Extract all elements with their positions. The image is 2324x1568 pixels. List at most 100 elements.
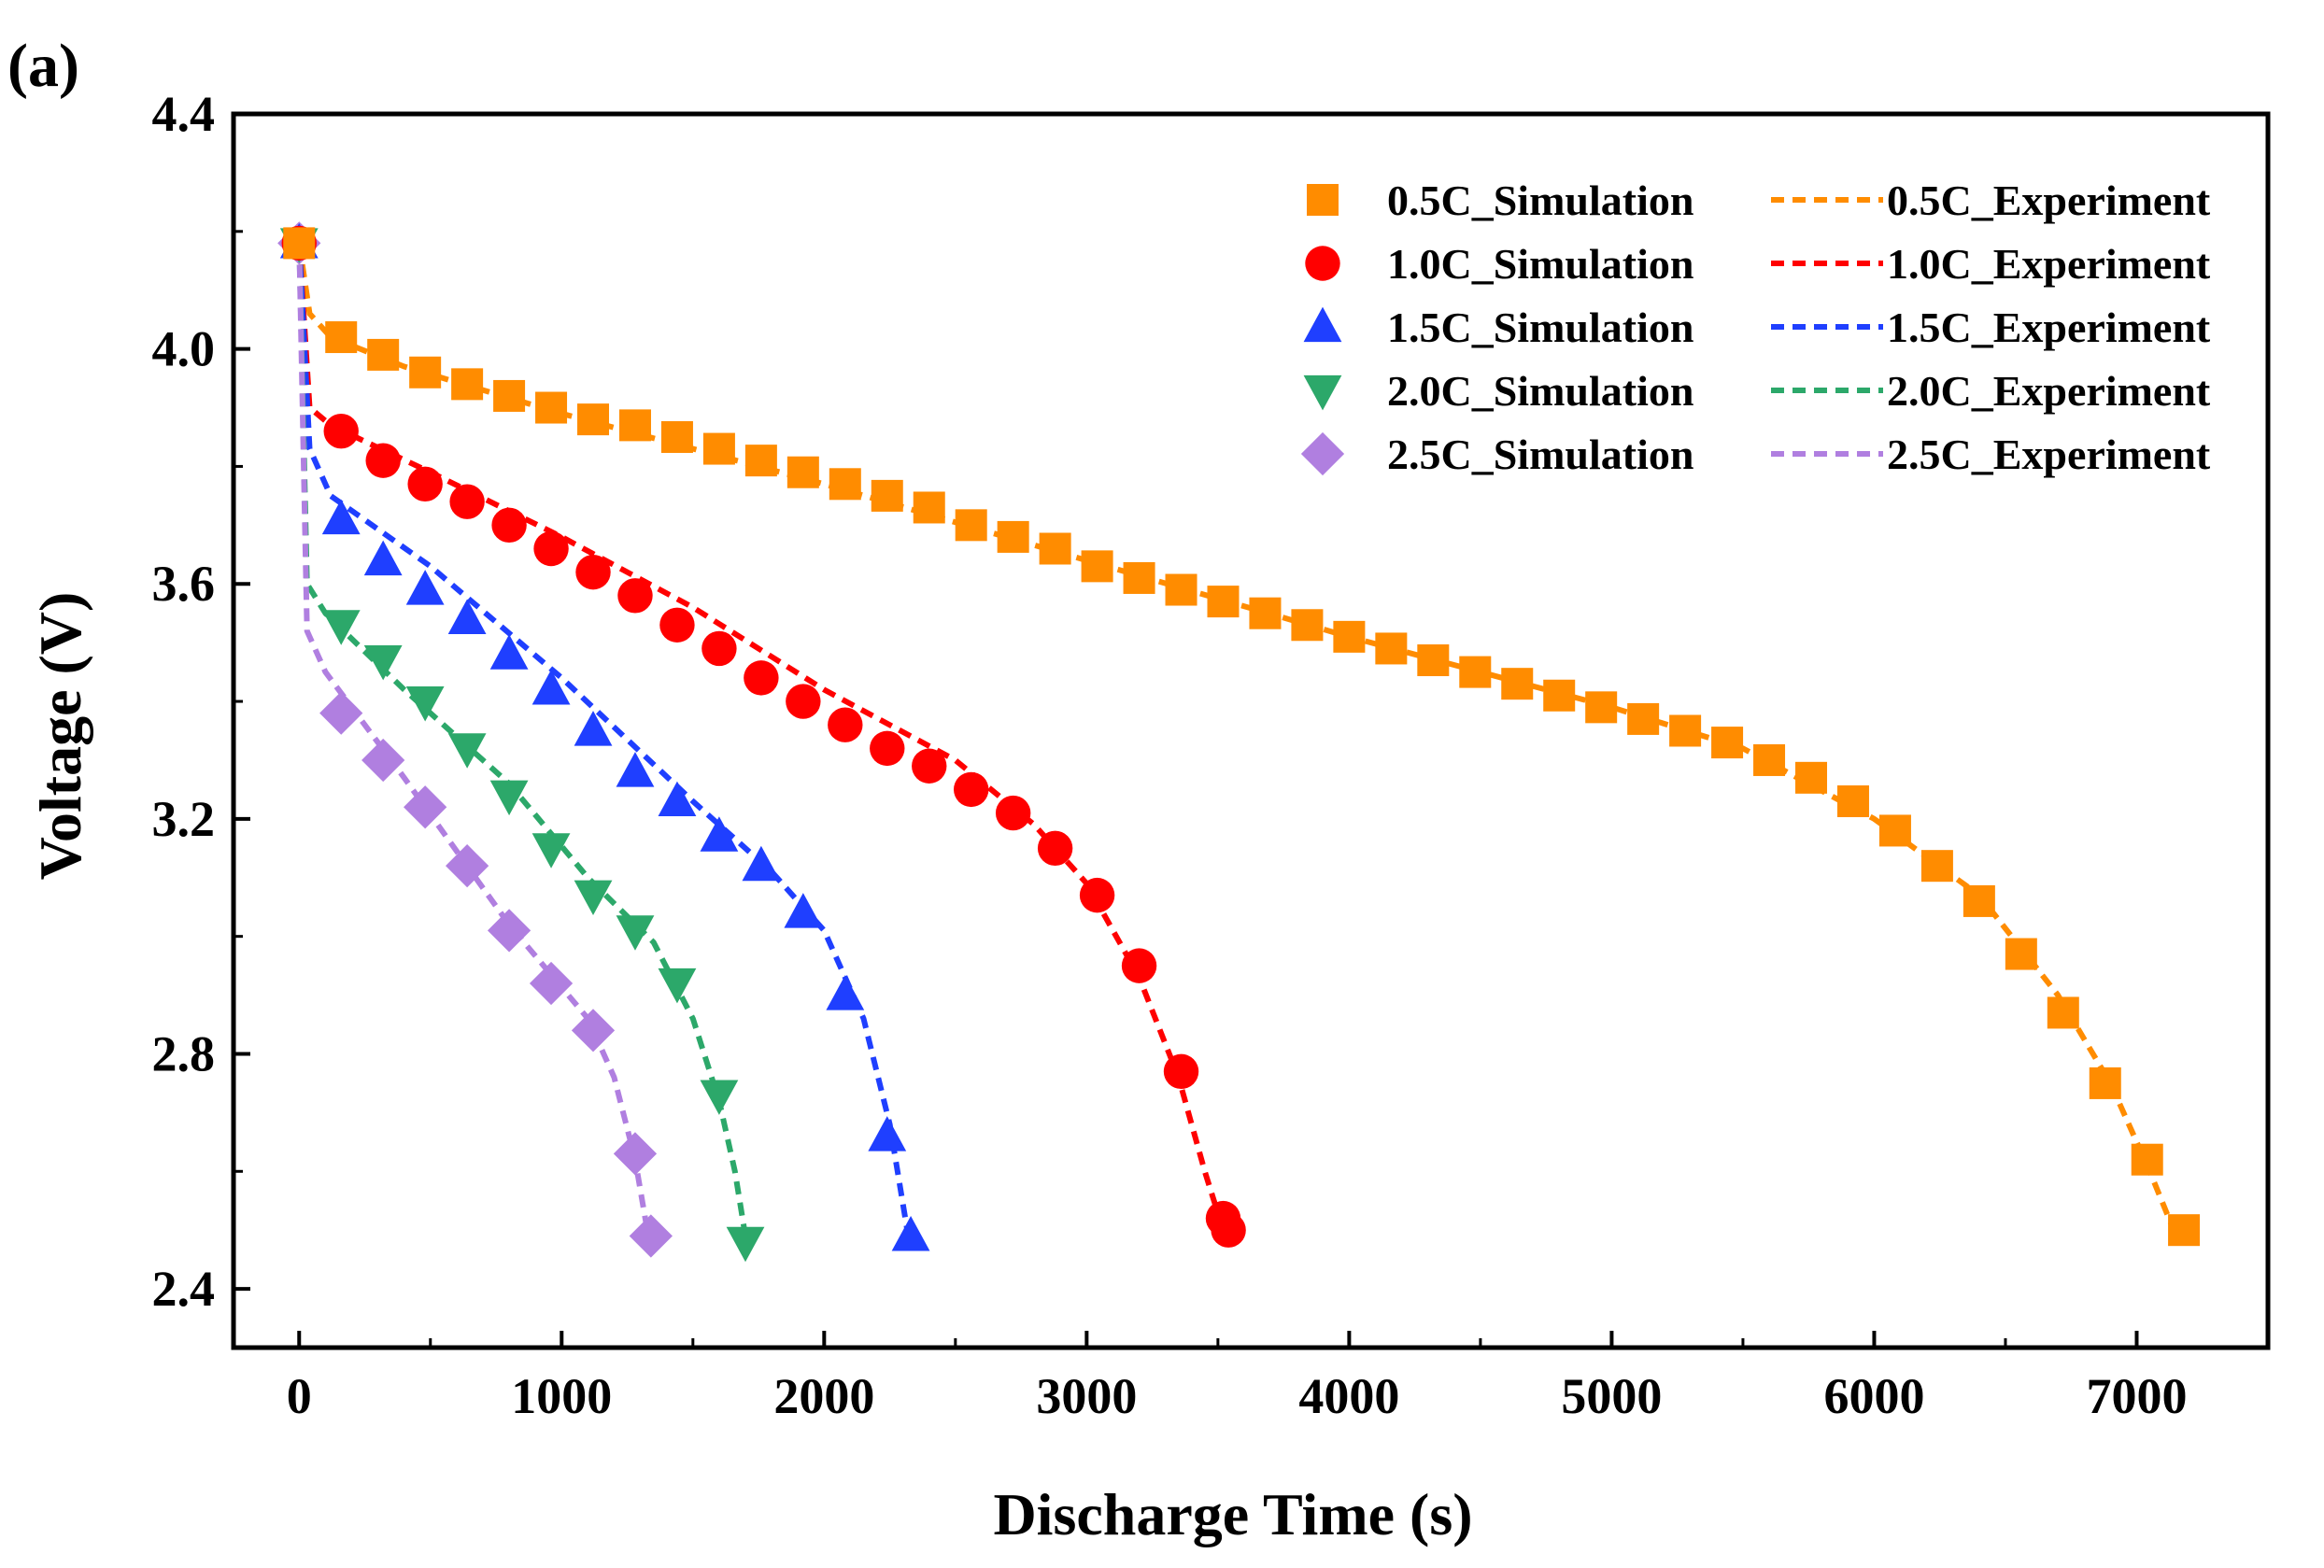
simulation-point [361,738,405,783]
simulation-point [1163,1053,1199,1090]
x-tick-label: 3000 [1036,1368,1137,1424]
simulation-point [531,670,571,705]
simulation-point [660,420,693,453]
simulation-point [1081,550,1113,583]
simulation-point [618,409,651,442]
experiment-line-1.5C [296,243,912,1236]
simulation-point [702,432,735,465]
simulation-point [571,1009,616,1052]
simulation-point [365,443,401,478]
simulation-point [487,909,531,953]
simulation-point [1878,814,1911,847]
simulation-point [829,468,861,501]
simulation-point [1211,1212,1246,1248]
simulation-point [533,530,569,567]
simulation-point [325,321,358,354]
legend-marker [1305,246,1340,281]
simulation-point [1963,884,1995,917]
simulation-point [405,685,445,722]
simulation-point [1627,702,1660,735]
simulation-point [616,752,655,787]
simulation-point [1375,632,1408,665]
y-tick-label: 2.4 [152,1261,216,1317]
simulation-point [319,691,363,735]
simulation-point [404,785,447,829]
simulation-point [1079,877,1115,913]
simulation-point [868,1116,907,1151]
x-tick-label: 7000 [2086,1368,2187,1424]
simulation-point [1039,532,1071,565]
legend-row-0.5C: 0.5C_Simulation 0.5C_Experiment [1307,177,2211,224]
simulation-point [871,479,903,512]
simulation-point [613,1132,658,1176]
simulation-series-2.5C [277,221,673,1258]
simulation-point [1795,761,1828,794]
legend-label-simulation: 2.5C_Simulation [1387,431,1693,478]
simulation-point [323,413,359,449]
simulation-point [575,554,611,590]
x-tick-label: 6000 [1823,1368,1924,1424]
y-tick-label: 3.6 [152,556,216,612]
y-axis-title: Voltage (V) [27,592,93,881]
simulation-point [367,338,400,371]
x-tick-label: 0 [287,1368,312,1424]
simulation-point [1669,714,1702,747]
simulation-point [283,227,316,260]
legend-label-experiment: 0.5C_Experiment [1887,177,2211,224]
simulation-point [2131,1143,2163,1176]
y-tick-label: 2.8 [152,1025,216,1081]
simulation-point [1711,727,1744,759]
simulation-point [1920,850,1953,883]
experiment-line-2.0C [296,243,748,1236]
simulation-point [321,499,361,535]
simulation-point [409,356,442,388]
simulation-point [1459,656,1492,688]
simulation-point [489,634,529,670]
simulation-point [577,403,610,436]
axes: 0 1000 2000 3000 4000 5000 6000 7000 2.4 2.8 3.2 3.… [152,86,2271,1424]
simulation-point [407,466,443,501]
simulation-point [828,707,863,742]
simulation-point [997,520,1029,553]
simulation-point [701,630,737,667]
x-tick-label: 4000 [1298,1368,1399,1424]
simulation-point [955,509,987,542]
legend-marker [1300,431,1345,476]
simulation-point [742,845,781,882]
plot-area [277,221,2201,1263]
simulation-point [493,379,526,412]
simulation-point [617,578,653,614]
y-tick-label: 4.4 [152,86,216,142]
simulation-series-1.0C [281,225,1246,1248]
legend-label-simulation: 2.0C_Simulation [1387,367,1693,415]
simulation-point [786,684,821,719]
axes-frame [231,111,2271,1350]
simulation-point [784,893,823,928]
simulation-point [447,733,487,769]
simulation-point [700,1080,739,1115]
simulation-point [449,484,485,519]
y-tick-label: 4.0 [152,321,216,377]
simulation-point [1249,597,1282,629]
simulation-point [451,368,484,401]
simulation-point [1165,573,1197,606]
legend-row-1.5C: 1.5C_Simulation 1.5C_Experiment [1303,304,2211,351]
simulation-point [1207,586,1240,618]
simulation-point [870,730,905,767]
simulation-series-0.5C [283,227,2201,1247]
simulation-point [531,833,571,869]
legend-row-1.0C: 1.0C_Simulation 1.0C_Experiment [1305,240,2211,288]
simulation-point [491,507,527,544]
simulation-point [826,975,865,1010]
x-tick-label: 2000 [773,1368,874,1424]
simulation-point [616,915,655,951]
y-tick-label: 3.2 [152,791,216,847]
simulation-point [995,795,1031,831]
legend-label-experiment: 1.0C_Experiment [1887,240,2211,288]
legend-label-experiment: 2.0C_Experiment [1887,367,2211,415]
legend-marker [1307,184,1339,216]
simulation-point [2089,1067,2121,1099]
simulation-point [363,540,403,576]
simulation-point [445,844,489,888]
